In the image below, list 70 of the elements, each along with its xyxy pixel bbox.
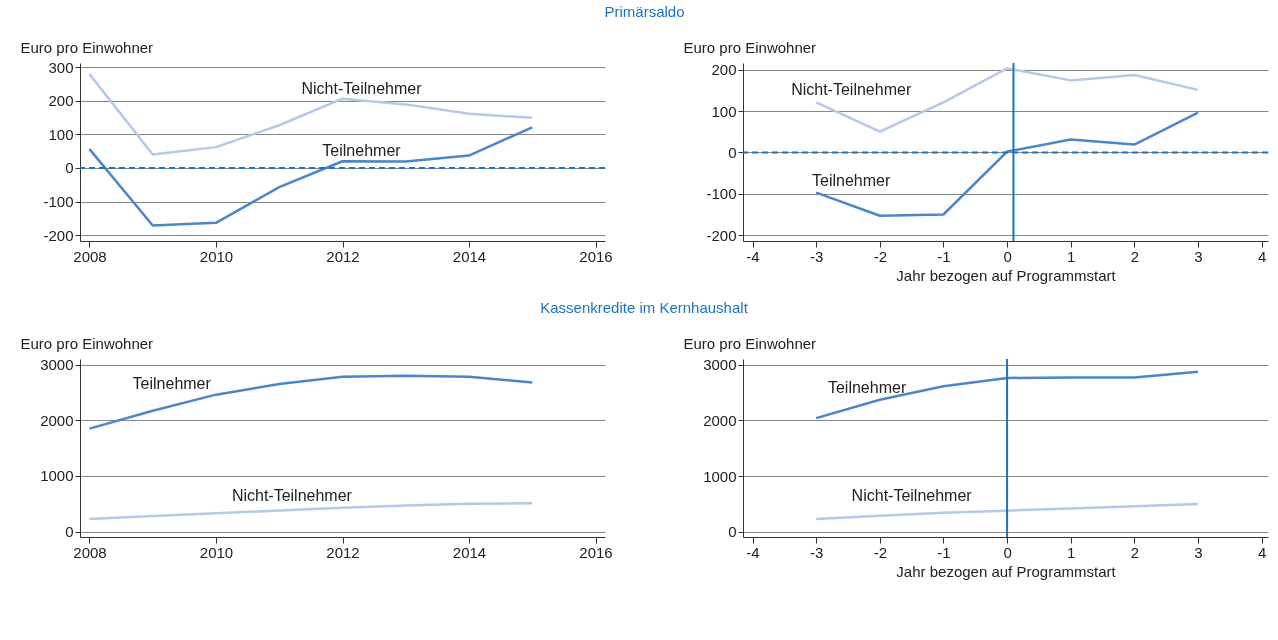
- line-series: [814, 370, 1200, 420]
- x-tick-label: -4: [746, 247, 760, 265]
- series-label: Teilnehmer: [322, 142, 402, 160]
- y-tick-label: 0: [65, 159, 74, 177]
- y-tick-label: 1000: [40, 467, 74, 485]
- line-series: [814, 111, 1200, 217]
- line-series: [814, 502, 1200, 521]
- y-tick-label: 0: [728, 143, 737, 161]
- text: Kassenkredite im Kernhaushalt: [540, 299, 749, 316]
- x-tick-label: -4: [746, 543, 760, 561]
- x-tick-label: 2014: [452, 543, 487, 561]
- x-tick-label: -2: [873, 247, 887, 265]
- series-label: Nicht-Teilnehmer: [851, 487, 973, 505]
- x-tick-label: 3: [1194, 247, 1203, 265]
- x-tick-label: 2: [1130, 543, 1140, 561]
- x-tick-label: 2008: [73, 247, 107, 265]
- y-tick-label: 3000: [703, 356, 737, 374]
- line-series: [88, 374, 534, 430]
- y-axis-title: Euro pro Einwohner: [20, 334, 154, 352]
- x-tick-label: 2014: [452, 247, 487, 265]
- x-tick-label: 0: [1003, 543, 1012, 561]
- x-tick-label: 2012: [326, 247, 360, 265]
- y-tick-label: 100: [711, 102, 737, 120]
- y-tick-label: -200: [43, 226, 74, 244]
- x-tick-label: -1: [937, 543, 951, 561]
- line-series: [88, 126, 534, 227]
- series-label: Teilnehmer: [132, 375, 212, 393]
- x-tick-label: 2010: [199, 247, 234, 265]
- y-tick-label: 1000: [703, 467, 737, 485]
- x-tick-label: -2: [873, 543, 887, 561]
- x-tick-label: 4: [1257, 543, 1267, 561]
- y-tick-label: 2000: [40, 411, 74, 429]
- y-axis-title: Euro pro Einwohner: [20, 38, 154, 56]
- x-tick-label: -1: [937, 247, 951, 265]
- x-tick-label: 4: [1257, 247, 1267, 265]
- y-tick-label: 300: [48, 58, 74, 76]
- y-tick-label: 200: [48, 92, 74, 110]
- x-tick-label: 2016: [579, 247, 613, 265]
- x-tick-label: 2: [1130, 247, 1140, 265]
- line-series: [88, 72, 534, 156]
- line-series: [88, 502, 534, 521]
- x-tick-label: 3: [1194, 543, 1203, 561]
- y-tick-label: 0: [65, 523, 74, 541]
- series-label: Nicht-Teilnehmer: [231, 487, 353, 505]
- y-tick-label: 200: [711, 61, 737, 79]
- x-tick-label: 2016: [579, 543, 613, 561]
- y-tick-label: -100: [43, 193, 74, 211]
- y-tick-label: -200: [706, 226, 737, 244]
- x-tick-label: 2008: [73, 543, 107, 561]
- y-tick-label: 2000: [703, 411, 737, 429]
- series-label: Teilnehmer: [827, 378, 907, 396]
- x-tick-label: 0: [1003, 247, 1012, 265]
- x-axis-title: Jahr bezogen auf Programmstart: [896, 562, 1117, 580]
- y-axis-title: Euro pro Einwohner: [683, 334, 817, 352]
- x-tick-label: -3: [810, 543, 824, 561]
- y-axis-title: Euro pro Einwohner: [683, 38, 817, 56]
- series-label: Nicht-Teilnehmer: [791, 81, 912, 99]
- y-tick-label: -100: [706, 185, 737, 203]
- series-label: Teilnehmer: [812, 172, 891, 190]
- y-tick-label: 100: [48, 125, 74, 143]
- x-tick-label: -3: [810, 247, 824, 265]
- text: Primärsaldo: [604, 3, 685, 20]
- x-axis-title: Jahr bezogen auf Programmstart: [896, 266, 1117, 284]
- series-label: Nicht-Teilnehmer: [301, 79, 423, 97]
- x-tick-label: 2012: [326, 543, 360, 561]
- x-tick-label: 1: [1067, 543, 1076, 561]
- y-tick-label: 3000: [40, 356, 74, 374]
- y-tick-label: 0: [728, 523, 737, 541]
- x-tick-label: 2010: [199, 543, 234, 561]
- x-tick-label: 1: [1067, 247, 1076, 265]
